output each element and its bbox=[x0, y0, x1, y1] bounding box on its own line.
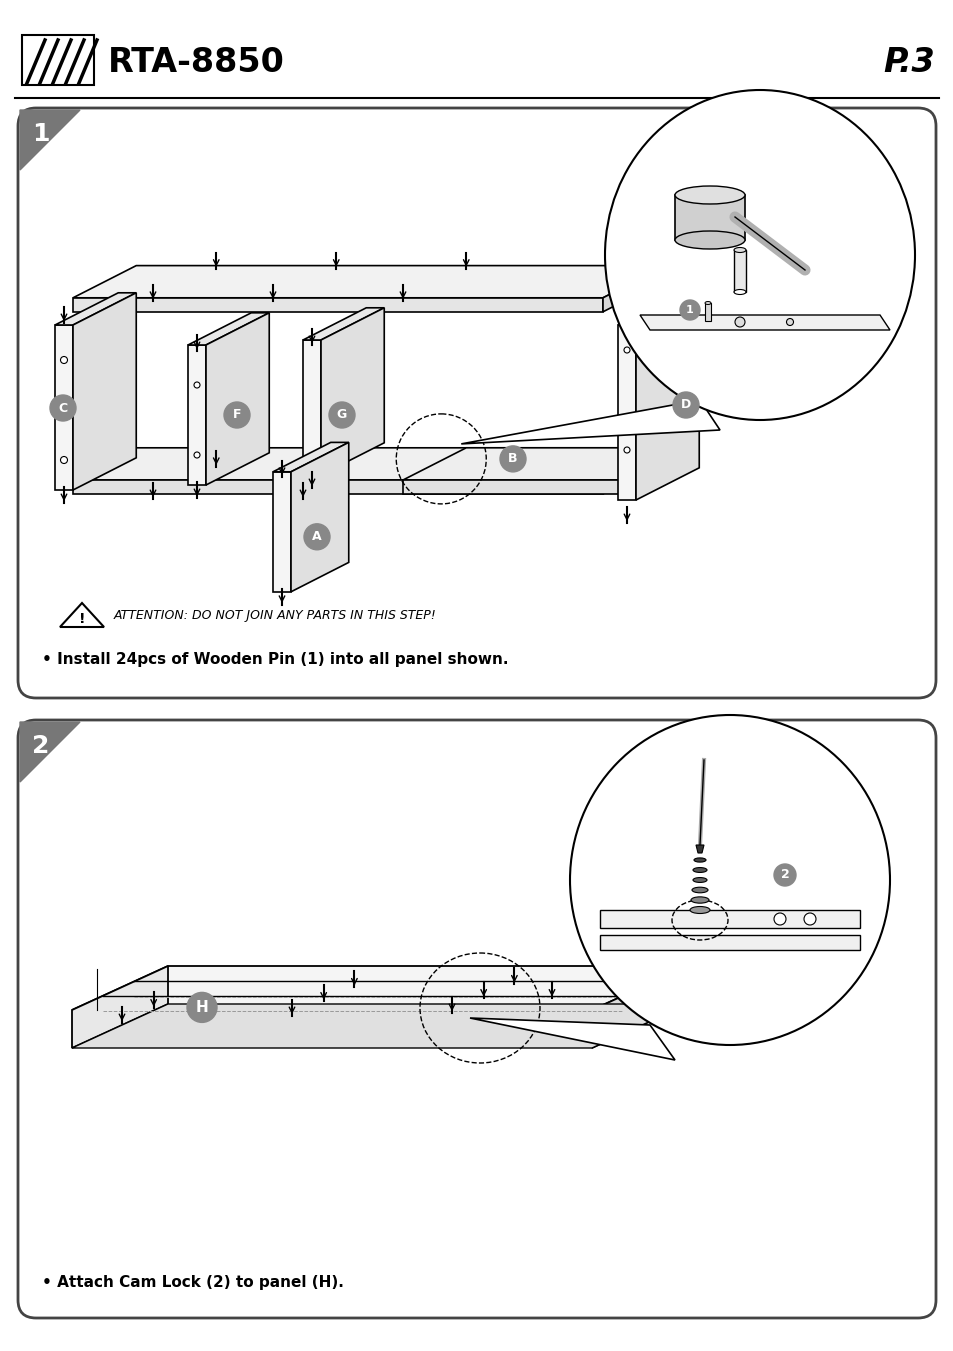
Polygon shape bbox=[320, 308, 384, 476]
Bar bbox=[704, 303, 710, 322]
Ellipse shape bbox=[704, 301, 710, 304]
Polygon shape bbox=[618, 326, 636, 500]
Polygon shape bbox=[73, 480, 602, 494]
Polygon shape bbox=[618, 293, 699, 326]
Text: B: B bbox=[508, 453, 517, 465]
Polygon shape bbox=[73, 297, 602, 312]
Circle shape bbox=[734, 317, 744, 327]
Polygon shape bbox=[20, 109, 80, 170]
Polygon shape bbox=[73, 266, 665, 297]
Text: A: A bbox=[312, 531, 321, 543]
Polygon shape bbox=[460, 400, 720, 444]
Ellipse shape bbox=[693, 858, 705, 862]
Text: H: H bbox=[195, 1000, 208, 1015]
Text: !: ! bbox=[79, 612, 85, 626]
Circle shape bbox=[50, 394, 76, 422]
Polygon shape bbox=[303, 308, 384, 340]
Circle shape bbox=[679, 300, 700, 320]
Polygon shape bbox=[188, 313, 269, 345]
Polygon shape bbox=[402, 447, 685, 480]
Circle shape bbox=[187, 993, 216, 1023]
Polygon shape bbox=[602, 447, 665, 494]
Bar bbox=[0, 0, 953, 100]
Polygon shape bbox=[592, 966, 687, 1048]
Circle shape bbox=[304, 524, 330, 550]
Text: C: C bbox=[58, 401, 68, 415]
Polygon shape bbox=[60, 603, 104, 627]
Ellipse shape bbox=[689, 907, 709, 913]
Text: P.3: P.3 bbox=[882, 46, 934, 78]
FancyBboxPatch shape bbox=[18, 720, 935, 1319]
Ellipse shape bbox=[692, 867, 706, 873]
Ellipse shape bbox=[690, 897, 708, 904]
Polygon shape bbox=[73, 293, 136, 490]
Text: • Attach Cam Lock (2) to panel (H).: • Attach Cam Lock (2) to panel (H). bbox=[42, 1275, 343, 1290]
Ellipse shape bbox=[733, 247, 745, 253]
Ellipse shape bbox=[569, 715, 889, 1046]
Circle shape bbox=[224, 403, 250, 428]
Text: ATTENTION: DO NOT JOIN ANY PARTS IN THIS STEP!: ATTENTION: DO NOT JOIN ANY PARTS IN THIS… bbox=[113, 609, 436, 623]
Text: 2: 2 bbox=[32, 734, 50, 758]
Circle shape bbox=[193, 382, 200, 388]
Circle shape bbox=[803, 913, 815, 925]
Ellipse shape bbox=[733, 289, 745, 295]
Circle shape bbox=[60, 357, 68, 363]
Circle shape bbox=[623, 447, 629, 453]
Polygon shape bbox=[599, 911, 859, 928]
Ellipse shape bbox=[675, 186, 744, 204]
Text: G: G bbox=[336, 408, 347, 422]
Text: 2: 2 bbox=[780, 869, 788, 881]
FancyBboxPatch shape bbox=[18, 108, 935, 698]
Polygon shape bbox=[273, 471, 291, 592]
Polygon shape bbox=[73, 447, 665, 480]
Text: F: F bbox=[233, 408, 241, 422]
Text: • Install 24pcs of Wooden Pin (1) into all panel shown.: • Install 24pcs of Wooden Pin (1) into a… bbox=[42, 653, 508, 667]
Circle shape bbox=[193, 453, 200, 458]
Circle shape bbox=[773, 913, 785, 925]
Polygon shape bbox=[206, 313, 269, 485]
Text: D: D bbox=[680, 399, 690, 412]
Circle shape bbox=[60, 407, 68, 413]
Polygon shape bbox=[71, 1004, 687, 1048]
Polygon shape bbox=[470, 1019, 675, 1061]
Polygon shape bbox=[599, 935, 859, 950]
Circle shape bbox=[773, 865, 795, 886]
Polygon shape bbox=[602, 266, 665, 312]
Circle shape bbox=[329, 403, 355, 428]
Polygon shape bbox=[636, 293, 699, 500]
Polygon shape bbox=[20, 721, 80, 782]
Text: 1: 1 bbox=[32, 122, 50, 146]
Ellipse shape bbox=[675, 231, 744, 249]
Ellipse shape bbox=[692, 878, 706, 882]
Polygon shape bbox=[71, 966, 687, 1011]
Ellipse shape bbox=[691, 888, 707, 893]
Circle shape bbox=[672, 392, 699, 417]
Text: RTA-8850: RTA-8850 bbox=[108, 46, 285, 78]
Circle shape bbox=[785, 319, 793, 326]
Bar bbox=[733, 250, 745, 292]
Polygon shape bbox=[55, 326, 73, 490]
Circle shape bbox=[623, 347, 629, 353]
Polygon shape bbox=[188, 345, 206, 485]
Polygon shape bbox=[639, 315, 889, 330]
Circle shape bbox=[499, 446, 525, 471]
Polygon shape bbox=[71, 966, 168, 1048]
Polygon shape bbox=[55, 293, 136, 326]
Polygon shape bbox=[622, 447, 685, 494]
Polygon shape bbox=[303, 340, 320, 476]
Polygon shape bbox=[696, 844, 703, 852]
Circle shape bbox=[60, 457, 68, 463]
Polygon shape bbox=[291, 442, 349, 592]
Ellipse shape bbox=[604, 91, 914, 420]
Polygon shape bbox=[675, 195, 744, 240]
Polygon shape bbox=[273, 442, 349, 471]
Text: 1: 1 bbox=[685, 305, 693, 315]
Bar bbox=[22, 35, 94, 85]
Polygon shape bbox=[402, 480, 622, 494]
